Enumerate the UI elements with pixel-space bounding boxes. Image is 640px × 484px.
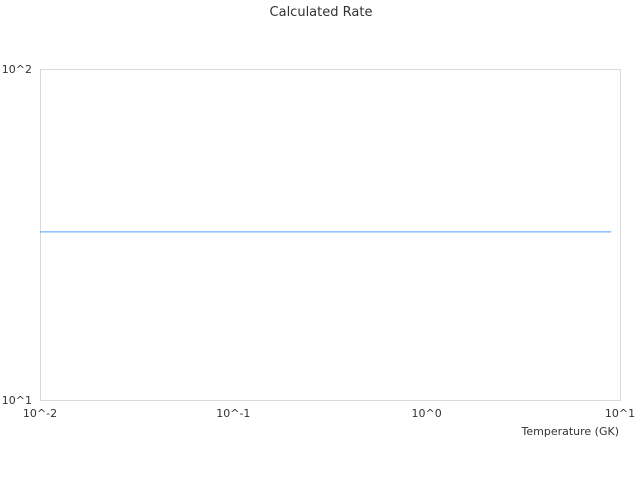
x-axis-label: Temperature (GK): [521, 425, 620, 438]
chart-title: Calculated Rate: [270, 5, 373, 20]
y-tick-label: 10^2: [2, 63, 32, 76]
x-tick-label: 10^0: [412, 407, 442, 420]
x-tick-label: 10^-2: [23, 407, 57, 420]
plot-area: [40, 69, 621, 401]
x-tick-label: 10^-1: [216, 407, 250, 420]
y-tick-label: 10^1: [2, 394, 32, 407]
x-tick-label: 10^1: [605, 407, 635, 420]
